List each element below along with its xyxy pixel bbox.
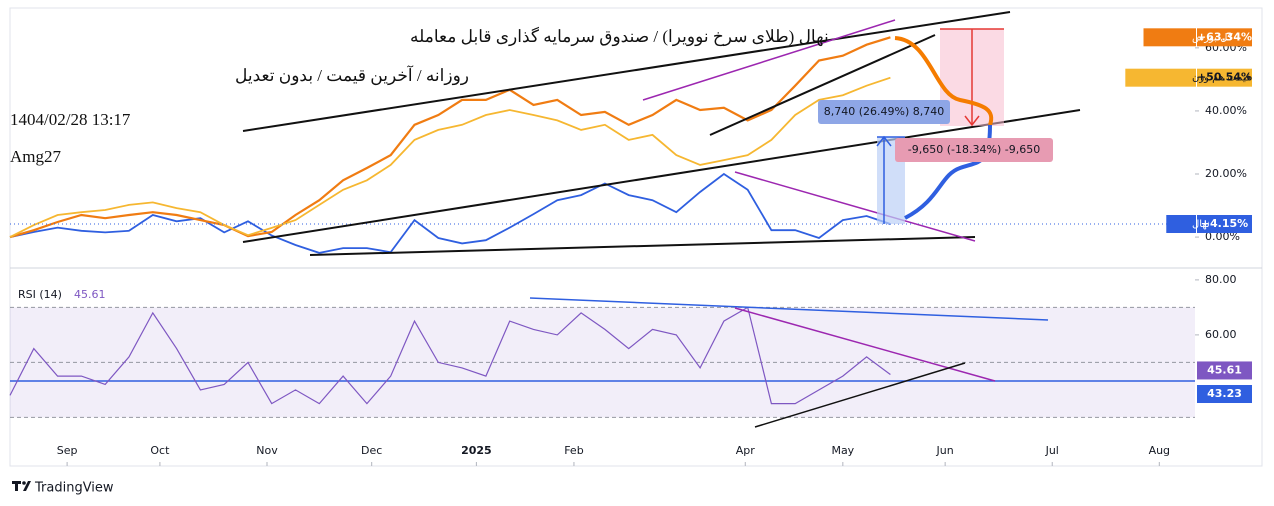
value-tag: [1197, 385, 1252, 404]
title: نهال (طلای سرخ نوویرا) / صندوق سرمایه گذ…: [410, 26, 829, 47]
arrow-head: [876, 135, 892, 147]
x-tick-label: Aug: [1149, 444, 1170, 457]
trend-line: [642, 19, 896, 101]
x-tick-label: Jun: [936, 444, 954, 457]
series-line: [9, 76, 891, 238]
value-tag: [1197, 361, 1252, 380]
x-tick-label: Apr: [736, 444, 756, 457]
trend-line: [242, 11, 1011, 132]
y-tick-label: 0.00%: [1205, 230, 1240, 243]
timestamp: 1404/02/28 13:17: [10, 110, 131, 129]
brand: TradingView: [34, 481, 114, 496]
value-tag: [1197, 28, 1252, 47]
x-tick-label: Feb: [564, 444, 583, 457]
value-tag-text: 45.61: [1207, 363, 1242, 376]
legend-name: نهال: [1192, 219, 1210, 230]
y-tick-label: 60.00: [1205, 328, 1237, 341]
x-tick-label: 2025: [461, 444, 492, 457]
trend-line: [242, 109, 1081, 243]
value-tag: [1197, 215, 1252, 234]
series-line: [9, 36, 891, 239]
measure-label-box: [818, 100, 950, 124]
legend-box: [1125, 68, 1196, 87]
x-tick-label: Sep: [57, 444, 78, 457]
x-tick-label: May: [831, 444, 854, 457]
annotations: [242, 11, 1081, 428]
measure-label-box: [895, 138, 1053, 162]
trend-line: [734, 171, 976, 242]
value-tag: [1197, 68, 1252, 87]
value-tag-text: +50.54%: [1197, 71, 1252, 84]
x-tick-label: Dec: [361, 444, 382, 457]
x-tick-label: Jul: [1045, 444, 1059, 457]
measure-label: -9,650 (-18.34%) -9,650: [908, 143, 1040, 156]
brand-logo: [12, 481, 31, 491]
value-tag-text: +4.15%: [1201, 217, 1248, 230]
trend-line: [309, 236, 976, 256]
rsi-trend-line: [754, 362, 966, 428]
value-tag-text: +63.34%: [1197, 30, 1252, 43]
y-tick-label: 80.00: [1205, 273, 1237, 286]
x-tick-label: Nov: [256, 444, 278, 457]
rsi-trend-line: [734, 307, 996, 382]
trend-line: [709, 34, 936, 136]
rsi-trend-line: [529, 297, 1049, 321]
projection-curve: [894, 36, 994, 126]
legend-name: کل بورس: [1192, 32, 1233, 43]
rsi-title: RSI (14): [18, 288, 62, 301]
legend-box: [1166, 215, 1196, 234]
series-line: [9, 172, 891, 254]
y-tick-label: 40.00%: [1205, 104, 1247, 117]
measure-label: 8,740 (26.49%) 8,740: [824, 105, 945, 118]
x-tick-label: Oct: [150, 444, 170, 457]
value-tag-text: 43.23: [1207, 387, 1242, 400]
y-tick-label: 20.00%: [1205, 167, 1247, 180]
arrow-head: [964, 115, 980, 127]
subtitle: روزانه / آخرین قیمت / بدون تعدیل: [235, 64, 469, 86]
legend-box: [1143, 28, 1196, 47]
rsi-value: 45.61: [74, 288, 106, 301]
legend-name: قیمت هم وزن: [1192, 73, 1251, 84]
author: Amg27: [10, 147, 62, 166]
